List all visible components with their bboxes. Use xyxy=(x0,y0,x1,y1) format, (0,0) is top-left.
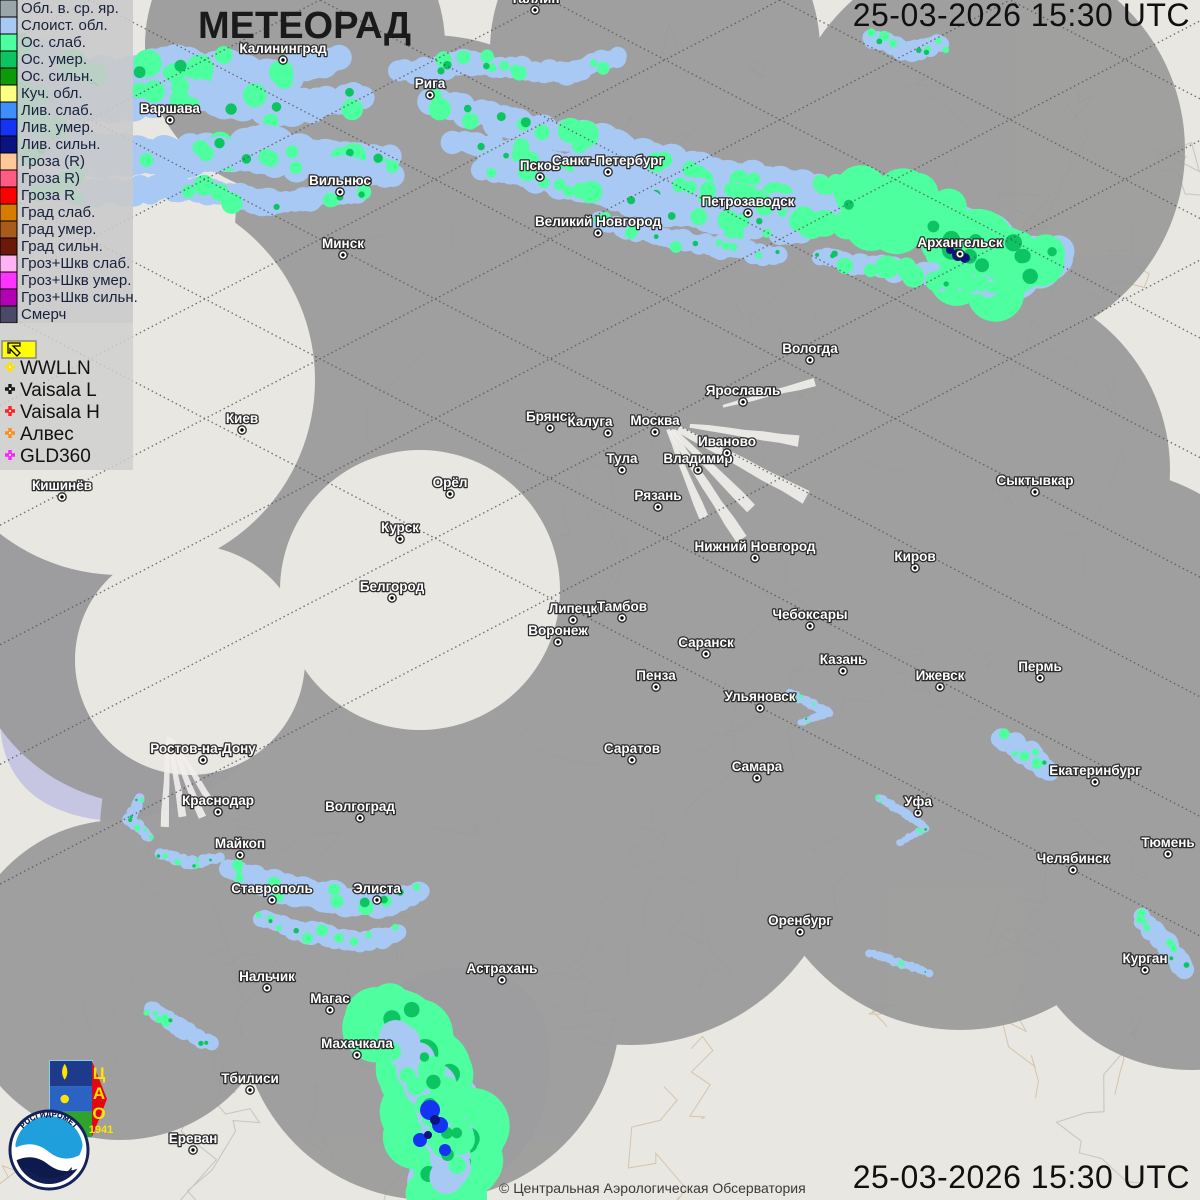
svg-text:Волгоград: Волгоград xyxy=(325,799,395,814)
svg-text:Куч. обл.: Куч. обл. xyxy=(21,85,83,102)
svg-text:Град умер.: Град умер. xyxy=(21,221,96,238)
svg-text:Рига: Рига xyxy=(415,76,446,91)
svg-text:Курган: Курган xyxy=(1122,951,1167,966)
svg-text:Санкт-Петербург: Санкт-Петербург xyxy=(552,153,665,168)
svg-text:Майкоп: Майкоп xyxy=(215,836,265,851)
svg-text:Тюмень: Тюмень xyxy=(1141,835,1194,850)
svg-text:GLD360: GLD360 xyxy=(20,446,91,467)
svg-text:Vaisala H: Vaisala H xyxy=(20,402,100,423)
svg-text:Таллин: Таллин xyxy=(510,0,559,6)
svg-text:Ижевск: Ижевск xyxy=(916,668,965,683)
svg-text:Ос. слаб.: Ос. слаб. xyxy=(21,34,86,51)
svg-text:Обл. в. ср. яр.: Обл. в. ср. яр. xyxy=(21,0,119,17)
svg-text:Лив. сильн.: Лив. сильн. xyxy=(21,136,100,153)
svg-text:Чебоксары: Чебоксары xyxy=(773,607,848,622)
svg-text:Краснодар: Краснодар xyxy=(182,793,254,808)
svg-text:Ярославль: Ярославль xyxy=(706,383,781,398)
svg-text:Москва: Москва xyxy=(630,413,680,428)
svg-text:Ос. умер.: Ос. умер. xyxy=(21,51,87,68)
svg-text:МЕТЕОРАД: МЕТЕОРАД xyxy=(198,5,411,47)
svg-text:Пенза: Пенза xyxy=(636,668,676,683)
svg-text:Гроза R): Гроза R) xyxy=(21,170,80,187)
svg-text:Архангельск: Архангельск xyxy=(917,235,1003,250)
svg-text:Смерч: Смерч xyxy=(21,306,66,323)
svg-text:Ос. сильн.: Ос. сильн. xyxy=(21,68,93,85)
svg-text:Белгород: Белгород xyxy=(360,579,425,594)
svg-text:Лив. слаб.: Лив. слаб. xyxy=(21,102,93,119)
svg-text:1941: 1941 xyxy=(89,1124,113,1136)
svg-text:Тбилиси: Тбилиси xyxy=(221,1071,279,1086)
svg-text:Воронеж: Воронеж xyxy=(528,623,588,638)
svg-text:Нижний Новгород: Нижний Новгород xyxy=(695,539,816,554)
svg-text:Курск: Курск xyxy=(381,520,419,535)
svg-text:Великий Новгород: Великий Новгород xyxy=(535,214,662,229)
svg-text:Кишинёв: Кишинёв xyxy=(32,478,92,493)
svg-text:Магас: Магас xyxy=(310,991,350,1006)
svg-text:Вильнюс: Вильнюс xyxy=(309,173,371,188)
svg-text:Самара: Самара xyxy=(732,759,783,774)
svg-text:Киров: Киров xyxy=(894,549,935,564)
svg-text:Ульяновск: Ульяновск xyxy=(725,689,796,704)
svg-text:Астрахань: Астрахань xyxy=(467,961,538,976)
svg-text:Вологда: Вологда xyxy=(782,341,838,356)
svg-text:Екатеринбург: Екатеринбург xyxy=(1049,763,1141,778)
svg-text:Град слаб.: Град слаб. xyxy=(21,204,95,221)
svg-text:Орёл: Орёл xyxy=(433,475,468,490)
svg-text:Калуга: Калуга xyxy=(568,414,613,429)
svg-text:Слоист. обл.: Слоист. обл. xyxy=(21,17,108,34)
svg-text:Элиста: Элиста xyxy=(353,881,401,896)
svg-text:Пермь: Пермь xyxy=(1018,659,1062,674)
svg-text:Оренбург: Оренбург xyxy=(768,913,832,928)
svg-text:Саратов: Саратов xyxy=(604,741,660,756)
svg-text:Гроз+Шкв сильн.: Гроз+Шкв сильн. xyxy=(21,289,138,306)
svg-text:Минск: Минск xyxy=(322,236,364,251)
svg-text:WWLLN: WWLLN xyxy=(20,358,91,379)
svg-text:А: А xyxy=(93,1084,105,1103)
svg-text:Ереван: Ереван xyxy=(169,1131,218,1146)
svg-text:Ростов-на-Дону: Ростов-на-Дону xyxy=(150,741,256,756)
svg-text:Сыктывкар: Сыктывкар xyxy=(997,473,1074,488)
svg-text:Тула: Тула xyxy=(606,451,638,466)
svg-text:Липецк: Липецк xyxy=(549,601,598,616)
svg-text:Рязань: Рязань xyxy=(634,488,681,503)
svg-text:Петрозаводск: Петрозаводск xyxy=(702,194,795,209)
svg-text:Казань: Казань xyxy=(820,652,867,667)
svg-text:Варшава: Варшава xyxy=(140,101,200,116)
svg-text:Лив. умер.: Лив. умер. xyxy=(21,119,94,136)
svg-text:Гроза R: Гроза R xyxy=(21,187,75,204)
svg-text:Гроз+Шкв умер.: Гроз+Шкв умер. xyxy=(21,272,131,289)
svg-text:Махачкала: Махачкала xyxy=(321,1036,393,1051)
svg-text:Гроза (R): Гроза (R) xyxy=(21,153,85,170)
svg-text:О: О xyxy=(92,1104,105,1123)
svg-text:Град сильн.: Град сильн. xyxy=(21,238,103,255)
svg-text:© Центральная Аэрологическая О: © Центральная Аэрологическая Обсерватори… xyxy=(499,1180,806,1196)
svg-text:Тамбов: Тамбов xyxy=(597,599,647,614)
svg-text:Саранск: Саранск xyxy=(678,635,734,650)
svg-text:25-03-2026 15:30 UTC: 25-03-2026 15:30 UTC xyxy=(853,0,1190,33)
svg-text:25-03-2026 15:30 UTC: 25-03-2026 15:30 UTC xyxy=(853,1159,1190,1195)
svg-text:Vaisala L: Vaisala L xyxy=(20,380,97,401)
svg-text:Уфа: Уфа xyxy=(904,794,932,809)
svg-text:Ставрополь: Ставрополь xyxy=(231,881,313,896)
svg-text:Киев: Киев xyxy=(226,411,258,426)
svg-text:Ц: Ц xyxy=(93,1064,106,1083)
svg-text:Нальчик: Нальчик xyxy=(239,969,295,984)
svg-text:Иваново: Иваново xyxy=(698,434,756,449)
svg-text:Челябинск: Челябинск xyxy=(1037,851,1110,866)
svg-text:Алвес: Алвес xyxy=(20,424,74,445)
svg-text:Гроз+Шкв слаб.: Гроз+Шкв слаб. xyxy=(21,255,130,272)
